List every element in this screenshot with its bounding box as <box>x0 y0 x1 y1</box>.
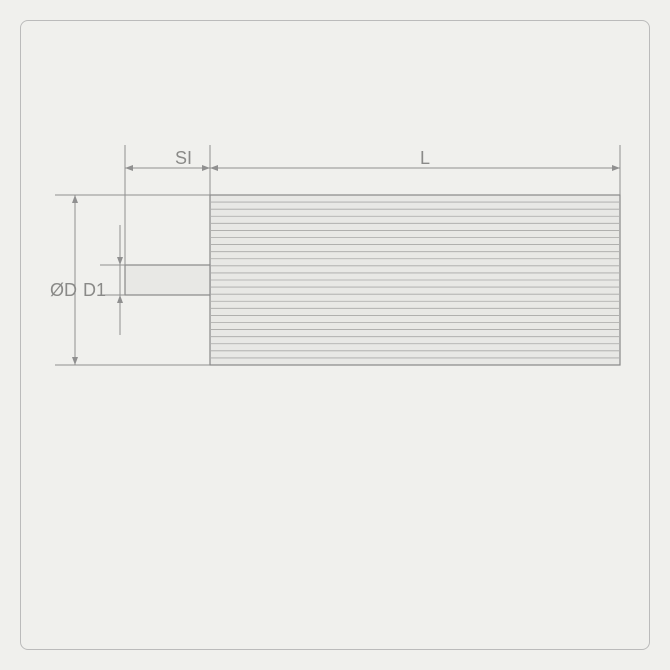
label-L: L <box>420 148 430 169</box>
technical-drawing <box>0 0 670 670</box>
label-D: ØD <box>50 280 77 301</box>
label-D1: D1 <box>83 280 106 301</box>
label-SI: SI <box>175 148 192 169</box>
part-shaft <box>125 265 210 295</box>
